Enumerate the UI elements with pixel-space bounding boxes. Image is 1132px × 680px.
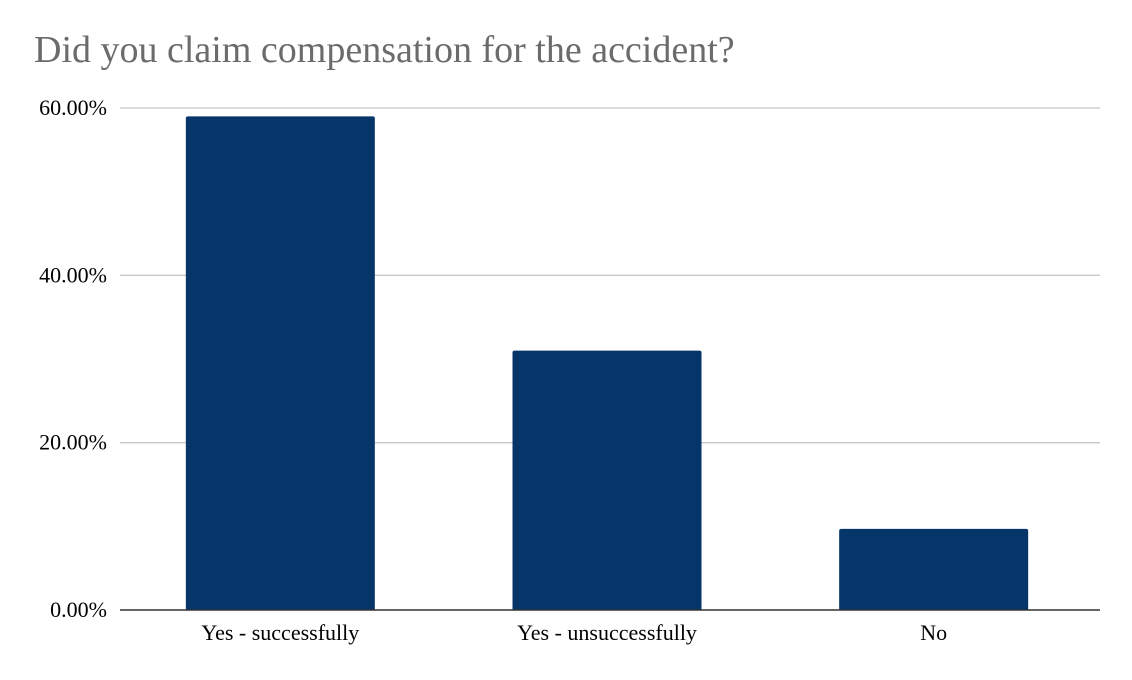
y-tick-label: 60.00% — [39, 95, 107, 120]
x-category-label: Yes - unsuccessfully — [517, 620, 697, 645]
x-category-label: Yes - successfully — [201, 620, 359, 645]
bar-yes-successfully — [185, 116, 375, 610]
bar-no — [839, 528, 1029, 610]
y-tick-label: 20.00% — [39, 430, 107, 455]
labels: 0.00% 20.00% 40.00% 60.00% Yes - successfull… — [39, 95, 947, 645]
chart-title: Did you claim compensation for the accid… — [34, 29, 735, 71]
y-tick-label: 40.00% — [39, 262, 107, 287]
bars — [185, 116, 1029, 610]
x-category-label: No — [920, 620, 947, 645]
y-tick-label: 0.00% — [50, 597, 107, 622]
bar-yes-unsuccessfully — [512, 350, 702, 610]
